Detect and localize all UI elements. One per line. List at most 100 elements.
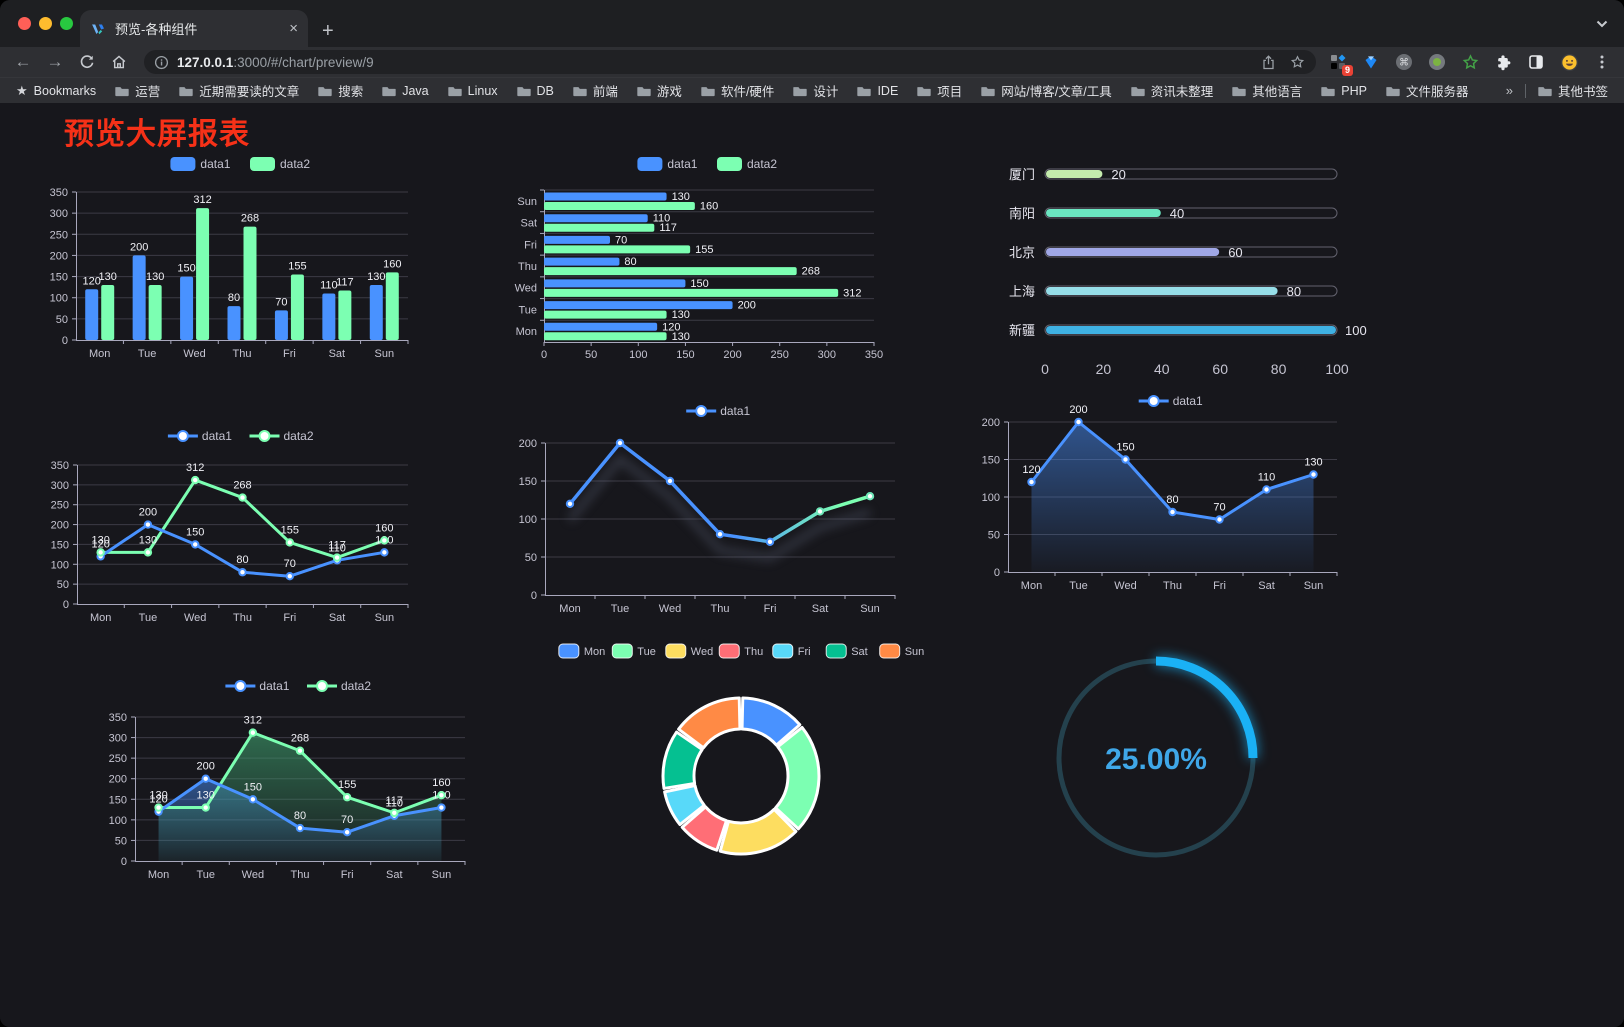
bookmark-folder[interactable]: 运营 <box>115 81 160 100</box>
hbar-series-data2[interactable]: 130 130 312 268 155 117 160 <box>544 201 862 343</box>
chart-grouped-bar[interactable]: 0 50 100 150 200 250 300 350 Mon Tue Wed Thu Fri Sat S… <box>40 150 450 370</box>
extensions-puzzle-icon[interactable] <box>1493 52 1513 72</box>
bookmark-folder[interactable]: PHP <box>1321 81 1367 100</box>
chart-canvas-line-area-two[interactable]: 0 50 100 150 200 250 300 350 Mon Tue Wed Thu Fri Sat S… <box>100 670 510 892</box>
legend-item-data2[interactable]: data2 <box>307 679 371 693</box>
close-window-button[interactable] <box>18 17 31 30</box>
bookmark-folder[interactable]: 搜索 <box>318 81 363 100</box>
bookmark-folder[interactable]: DB <box>516 81 554 100</box>
legend-item-data1[interactable]: data1 <box>167 429 232 443</box>
bookmark-folder[interactable]: 近期需要读的文章 <box>179 81 299 100</box>
legend-item-data2[interactable]: data2 <box>250 157 310 171</box>
bookmark-folder[interactable]: 设计 <box>793 81 838 100</box>
progress-bar-上海[interactable] <box>1046 287 1278 295</box>
chart-canvas-progress[interactable]: 厦门 20 南阳 40 北京 60 上海 80 新疆 100 0 20 40 60 80 100 <box>985 155 1393 390</box>
bar-series-data2[interactable]: 130 130 312 268 155 117 160 <box>99 194 402 340</box>
address-bar[interactable]: 127.0.0.1:3000/#/chart/preview/9 <box>144 50 1316 74</box>
chart-capsule-progress[interactable]: 厦门 20 南阳 40 北京 60 上海 80 新疆 100 0 20 40 60 80 100 <box>985 155 1393 390</box>
pie-slice-Mon[interactable] <box>740 696 802 747</box>
svg-text:300: 300 <box>51 480 69 492</box>
forward-button[interactable]: → <box>46 52 64 71</box>
chart-line-gradient[interactable]: 0 50 100 150 200 Mon Tue Wed Thu Fri Sat Sun data1 <box>490 395 908 623</box>
new-tab-button[interactable]: + <box>322 20 334 42</box>
chart-canvas-line-area[interactable]: 0 50 100 150 200 Mon Tue Wed Thu Fri Sat Sun data1 12… <box>980 385 1392 603</box>
chart-canvas-donut[interactable]: Mon Tue Wed Thu Fri Sat Sun <box>555 635 927 887</box>
pie-slice-Sun[interactable] <box>677 696 742 750</box>
bookmark-folder[interactable]: 网站/博客/文章/工具 <box>981 81 1112 100</box>
legend-item-data1[interactable]: data1 <box>686 404 751 418</box>
chart-line-area[interactable]: 0 50 100 150 200 Mon Tue Wed Thu Fri Sat Sun data1 12… <box>980 385 1392 603</box>
chart-canvas-grouped-bar[interactable]: 0 50 100 150 200 250 300 350 Mon Tue Wed Thu Fri Sat S… <box>40 150 450 370</box>
legend-item-Fri[interactable]: Fri <box>772 643 811 659</box>
other-bookmarks[interactable]: 其他书签 <box>1538 81 1608 100</box>
legend-item-Tue[interactable]: Tue <box>611 643 656 659</box>
legend-item-Sat[interactable]: Sat <box>825 643 868 659</box>
bookmark-folder[interactable]: 游戏 <box>637 81 682 100</box>
progress-bar-北京[interactable] <box>1046 248 1220 256</box>
pie-slice-Wed[interactable] <box>718 807 798 856</box>
bookmark-folder[interactable]: 其他语言 <box>1232 81 1302 100</box>
bookmarks-overflow-chevron[interactable]: » <box>1505 83 1513 98</box>
command-extension-icon[interactable]: ⌘ <box>1394 52 1414 72</box>
green-star-extension-icon[interactable] <box>1460 52 1480 72</box>
url-text[interactable]: 127.0.0.1:3000/#/chart/preview/9 <box>177 54 374 70</box>
bar-series-data1[interactable]: 120 200 150 80 70 110 130 <box>83 241 386 340</box>
record-extension-icon[interactable] <box>1427 52 1447 72</box>
pinned-extension-icon[interactable]: 9 <box>1328 52 1353 76</box>
chart-canvas-line-gradient[interactable]: 0 50 100 150 200 Mon Tue Wed Thu Fri Sat Sun data1 <box>490 395 908 623</box>
chart-horizontal-bar[interactable]: 0 50 100 150 200 250 300 350 Sun Sat Fri Thu Wed Tue M… <box>500 150 922 370</box>
chart-canvas-bar-horizontal[interactable]: 0 50 100 150 200 250 300 350 Sun Sat Fri Thu Wed Tue M… <box>500 150 922 370</box>
tab-close-icon[interactable]: × <box>289 20 298 37</box>
site-info-icon[interactable] <box>154 55 169 70</box>
home-button[interactable] <box>106 50 132 74</box>
zoom-window-button[interactable] <box>60 17 73 30</box>
legend-item-data1[interactable]: data1 <box>1138 394 1203 408</box>
back-button[interactable]: ← <box>14 52 32 71</box>
pie-slice-Sat[interactable] <box>661 730 704 790</box>
browser-menu-kebab-icon[interactable] <box>1592 52 1612 72</box>
bookmark-star-icon[interactable] <box>1289 54 1306 71</box>
progress-bar-厦门[interactable] <box>1046 170 1103 178</box>
bookmark-folder[interactable]: 文件服务器 <box>1386 81 1468 100</box>
svg-text:Thu: Thu <box>291 869 310 881</box>
legend-item-data2[interactable]: data2 <box>249 429 314 443</box>
legend-item-Mon[interactable]: Mon <box>558 643 605 659</box>
gem-extension-icon[interactable] <box>1361 52 1381 72</box>
profile-avatar[interactable] <box>1559 52 1579 72</box>
progress-bar-南阳[interactable] <box>1046 209 1161 217</box>
legend-item-data2[interactable]: data2 <box>717 157 777 171</box>
split-screen-icon[interactable] <box>1526 52 1546 72</box>
bookmark-folder[interactable]: IDE <box>857 81 898 100</box>
legend-item-data1[interactable]: data1 <box>225 679 290 693</box>
browser-tab[interactable]: 预览-各种组件 × <box>80 10 308 47</box>
legend-item-Wed[interactable]: Wed <box>665 643 713 659</box>
bookmark-folder[interactable]: 前端 <box>573 81 618 100</box>
chart-canvas-line-two[interactable]: 0 50 100 150 200 250 300 350 Mon Tue Wed Thu Fri Sat S… <box>45 420 452 642</box>
folder-icon <box>179 86 193 96</box>
chart-progress-gauge[interactable]: 25.00% <box>1040 630 1380 888</box>
minimize-window-button[interactable] <box>39 17 52 30</box>
pie-slice-Fri[interactable] <box>663 784 706 827</box>
tab-search-chevron-icon[interactable] <box>1594 16 1610 37</box>
chart-line-area-two[interactable]: 0 50 100 150 200 250 300 350 Mon Tue Wed Thu Fri Sat S… <box>100 670 510 892</box>
chart-line-two-series[interactable]: 0 50 100 150 200 250 300 350 Mon Tue Wed Thu Fri Sat S… <box>45 420 452 642</box>
pie-slice-Tue[interactable] <box>774 725 821 831</box>
legend-item-Sun[interactable]: Sun <box>879 643 925 659</box>
legend-item-data1[interactable]: data1 <box>170 157 231 171</box>
pie-slice-Thu[interactable] <box>680 805 728 852</box>
bookmark-folder[interactable]: 项目 <box>917 81 962 100</box>
chart-donut-pie[interactable]: Mon Tue Wed Thu Fri Sat Sun <box>555 635 927 887</box>
bookmark-folder[interactable]: 软件/硬件 <box>701 81 774 100</box>
bookmark-folder[interactable]: Linux <box>447 81 498 100</box>
chart-canvas-gauge[interactable]: 25.00% <box>1040 630 1380 888</box>
bookmark-folder[interactable]: 资讯未整理 <box>1131 81 1213 100</box>
progress-bar-新疆[interactable] <box>1046 326 1336 334</box>
reload-button[interactable] <box>74 50 100 74</box>
share-icon[interactable] <box>1260 54 1277 71</box>
legend-item-Thu[interactable]: Thu <box>718 643 763 659</box>
bookmarks-root[interactable]: ★ Bookmarks <box>16 82 97 98</box>
bookmark-folder[interactable]: Java <box>382 81 429 100</box>
legend-item-data1[interactable]: data1 <box>637 157 698 171</box>
svg-text:117: 117 <box>659 222 677 234</box>
